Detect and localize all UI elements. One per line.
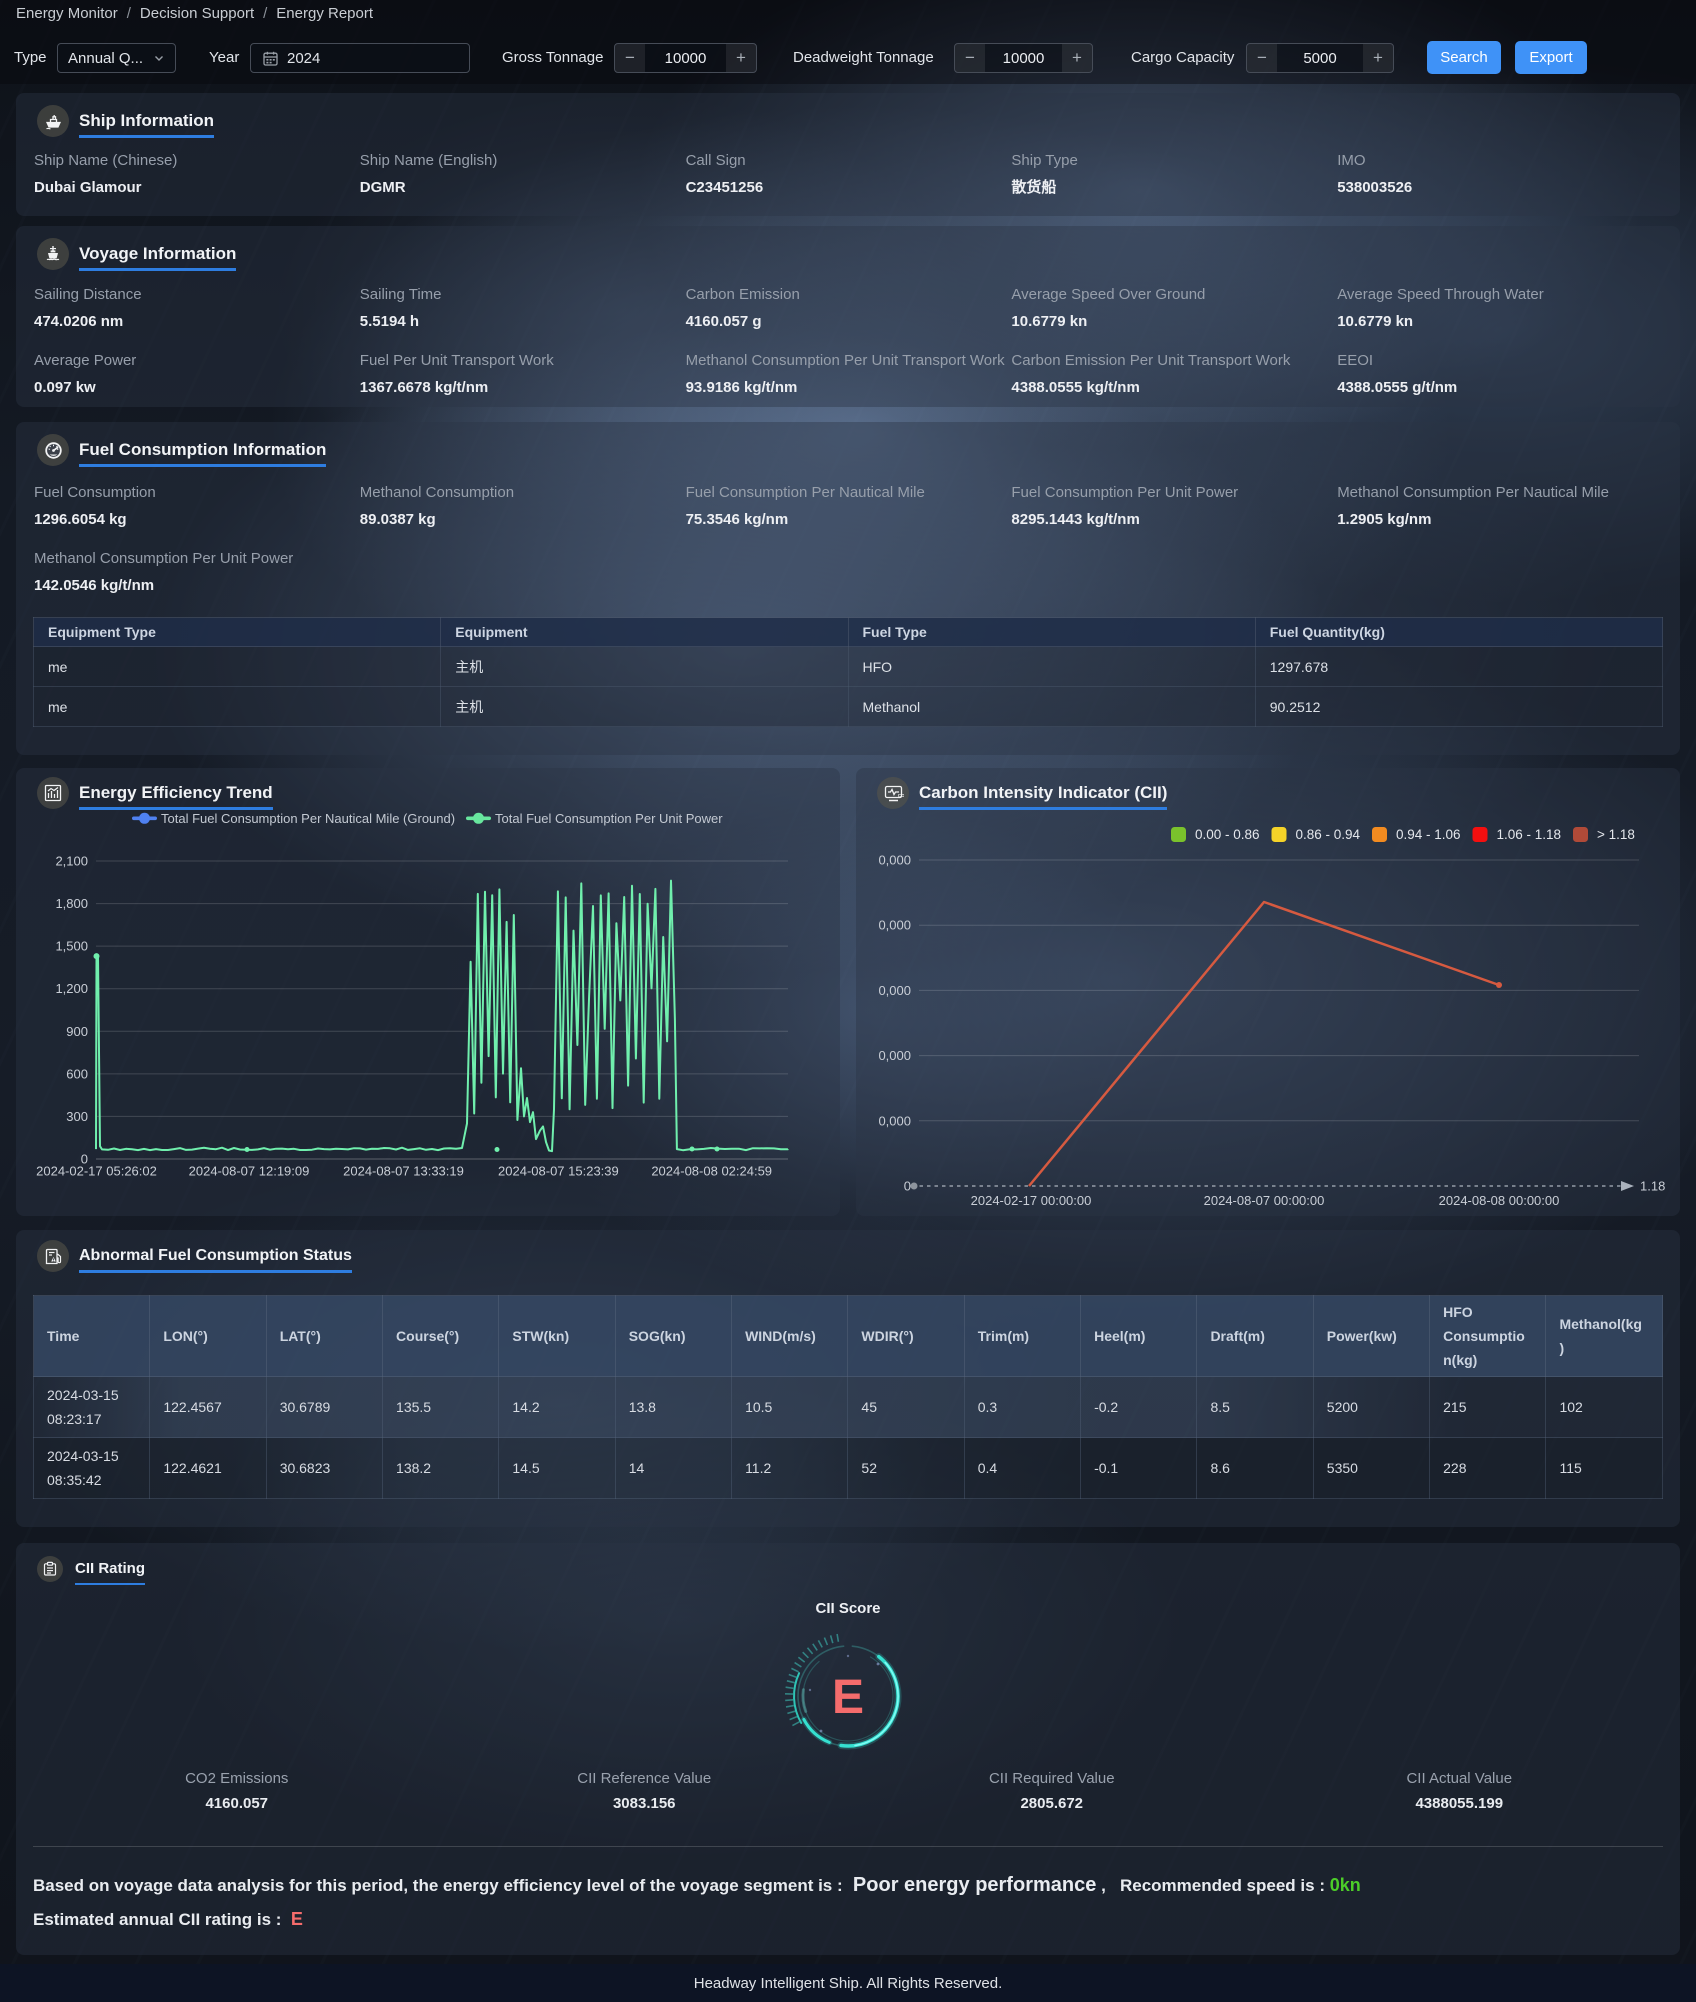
svg-text:Total Fuel Consumption Per Uni: Total Fuel Consumption Per Unit Power — [495, 811, 723, 826]
svg-text:2024-08-07 13:33:19: 2024-08-07 13:33:19 — [343, 1164, 464, 1179]
svg-text:1.06 - 1.18: 1.06 - 1.18 — [1497, 827, 1562, 842]
svg-text:> 1.18: > 1.18 — [1597, 827, 1635, 842]
svg-text:0,000: 0,000 — [878, 983, 911, 998]
svg-text:0,000: 0,000 — [878, 1113, 911, 1128]
svg-text:0.94 - 1.06: 0.94 - 1.06 — [1396, 827, 1461, 842]
svg-text:0,000: 0,000 — [878, 918, 911, 933]
svg-text:Total Fuel Consumption Per Nau: Total Fuel Consumption Per Nautical Mile… — [161, 811, 455, 826]
svg-text:2024-08-08 02:24:59: 2024-08-08 02:24:59 — [651, 1164, 772, 1179]
svg-text:2024-02-17 05:26:02: 2024-02-17 05:26:02 — [36, 1164, 157, 1179]
svg-text:2024-08-07 00:00:00: 2024-08-07 00:00:00 — [1204, 1193, 1325, 1208]
svg-text:0: 0 — [81, 1152, 88, 1167]
svg-text:0.00 - 0.86: 0.00 - 0.86 — [1195, 827, 1260, 842]
svg-text:2024-08-07 15:23:39: 2024-08-07 15:23:39 — [498, 1164, 619, 1179]
svg-text:1,800: 1,800 — [55, 896, 88, 911]
svg-text:CO₂: CO₂ — [897, 793, 903, 798]
svg-text:2024-02-17 00:00:00: 2024-02-17 00:00:00 — [971, 1193, 1092, 1208]
svg-text:1.18: 1.18 — [1640, 1179, 1665, 1194]
svg-text:0: 0 — [904, 1179, 911, 1194]
svg-text:0,000: 0,000 — [878, 853, 911, 868]
svg-text:1,500: 1,500 — [55, 939, 88, 954]
svg-text:1,200: 1,200 — [55, 981, 88, 996]
svg-text:E: E — [832, 1671, 864, 1724]
svg-text:2024-08-07 12:19:09: 2024-08-07 12:19:09 — [189, 1164, 310, 1179]
svg-text:900: 900 — [66, 1024, 88, 1039]
svg-text:0.86 - 0.94: 0.86 - 0.94 — [1296, 827, 1361, 842]
svg-text:0,000: 0,000 — [878, 1048, 911, 1063]
svg-text:2024-08-08 00:00:00: 2024-08-08 00:00:00 — [1439, 1193, 1560, 1208]
svg-text:300: 300 — [66, 1109, 88, 1124]
svg-text:2,100: 2,100 — [55, 854, 88, 869]
svg-text:600: 600 — [66, 1066, 88, 1081]
